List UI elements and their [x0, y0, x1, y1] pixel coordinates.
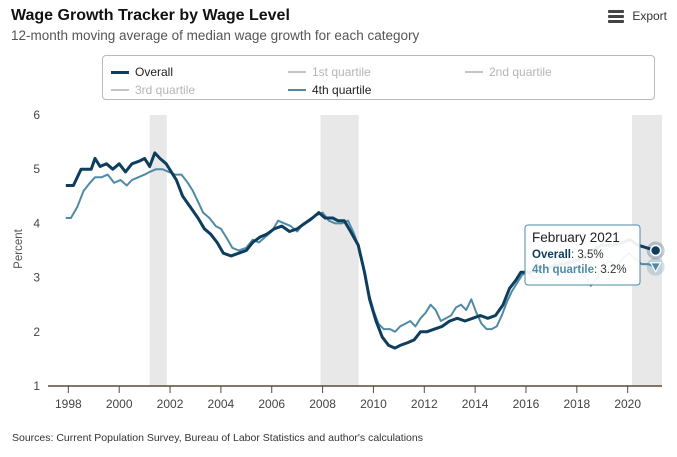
x-tick-label: 2006: [258, 397, 285, 411]
tooltip-sep: :: [571, 249, 577, 261]
x-tick-label: 2016: [513, 397, 540, 411]
export-button[interactable]: Export: [608, 9, 667, 23]
legend-label: 2nd quartile: [489, 65, 552, 79]
x-tick-label: 2014: [462, 397, 489, 411]
tooltip-box: [524, 224, 641, 286]
legend-label: Overall: [135, 65, 174, 79]
y-tick-label: 1: [33, 379, 40, 393]
legend-item-2nd-quartile[interactable]: 2nd quartile: [465, 65, 552, 79]
legend-label: 4th quartile: [312, 83, 372, 97]
hover-marker-4th-quartile: [649, 262, 662, 273]
chart-subtitle: 12-month moving average of median wage g…: [11, 28, 420, 43]
hamburger-menu-icon[interactable]: [608, 10, 625, 23]
recession-band-1: [149, 115, 167, 386]
source-note: Sources: Current Population Survey, Bure…: [12, 432, 423, 444]
export-label: Export: [632, 9, 667, 23]
legend-swatch-3rd-quartile: [111, 89, 129, 91]
y-axis: 1 2 3 4 5 6: [33, 108, 40, 393]
x-tick-label: 1998: [55, 397, 82, 411]
y-tick-label: 5: [33, 162, 40, 176]
tooltip-row-overall: Overall: 3.5%: [532, 249, 604, 261]
legend-item-overall[interactable]: Overall: [111, 65, 173, 79]
legend-label: 1st quartile: [312, 65, 371, 79]
y-tick-label: 6: [33, 108, 40, 122]
tooltip-row-4th-quartile: 4th quartile: 3.2%: [532, 264, 627, 276]
x-tick-label: 2004: [208, 397, 235, 411]
y-axis-title: Percent: [13, 228, 25, 268]
legend-swatch-overall: [111, 70, 129, 74]
y-tick-label: 3: [33, 271, 40, 285]
chart-legend: Overall 1st quartile 2nd quartile 3rd qu…: [102, 55, 655, 100]
legend-item-4th-quartile[interactable]: 4th quartile: [288, 83, 371, 97]
legend-item-1st-quartile[interactable]: 1st quartile: [288, 65, 371, 79]
x-tick-label: 2018: [563, 397, 590, 411]
chart-title: Wage Growth Tracker by Wage Level: [11, 7, 290, 24]
y-tick-label: 2: [33, 325, 40, 339]
legend-swatch-4th-quartile: [288, 89, 306, 91]
tooltip-value-overall: 3.5%: [577, 249, 603, 261]
x-tick-label: 2012: [411, 397, 438, 411]
tooltip-label-overall: Overall: [532, 249, 571, 261]
x-tick-label: 2000: [106, 397, 133, 411]
legend-item-3rd-quartile[interactable]: 3rd quartile: [111, 83, 195, 97]
hover-markers: [646, 241, 665, 276]
series-line-overall[interactable]: [65, 151, 657, 350]
tooltip-date: February 2021: [532, 230, 620, 245]
x-tick-label: 2010: [360, 397, 387, 411]
x-tick-label: 2008: [309, 397, 336, 411]
legend-swatch-1st-quartile: [288, 71, 306, 73]
x-tick-label: 2020: [614, 397, 641, 411]
tooltip-label-4th-quartile: 4th quartile: [532, 264, 594, 276]
tooltip-sep: :: [594, 264, 600, 276]
tooltip: February 2021 Overall: 3.5% 4th quartile…: [524, 224, 641, 286]
y-tick-label: 4: [33, 216, 40, 230]
hover-marker-overall: [649, 244, 662, 257]
tooltip-value-4th-quartile: 3.2%: [600, 264, 626, 276]
legend-swatch-2nd-quartile: [465, 71, 483, 73]
x-tick-label: 2002: [157, 397, 184, 411]
legend-label: 3rd quartile: [135, 83, 196, 97]
x-axis: 1998 2000 2002 2004 2006 2008 2010 2012 2014 2016…: [48, 385, 662, 411]
recession-band-2: [320, 115, 359, 386]
